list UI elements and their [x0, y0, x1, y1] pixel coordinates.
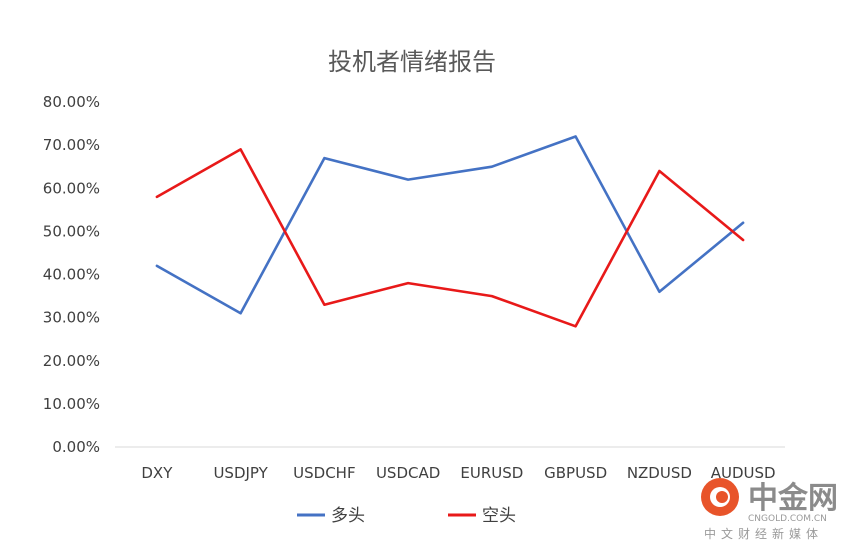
x-tick-label: DXY [141, 464, 173, 482]
x-tick-label: USDJPY [213, 464, 268, 482]
y-tick-label: 50.00% [43, 222, 100, 240]
x-tick-label: USDCAD [376, 464, 440, 482]
x-tick-label: USDCHF [293, 464, 355, 482]
watermark-slogan: 中文财经新媒体 [704, 526, 823, 541]
legend-label-long: 多头 [331, 506, 365, 526]
watermark-domain: CNGOLD.COM.CN [748, 514, 827, 524]
x-tick-label: NZDUSD [627, 464, 692, 482]
y-tick-label: 0.00% [52, 438, 100, 456]
legend-item-short: 空头 [448, 506, 516, 526]
watermark-brand: 中金网 [748, 481, 838, 516]
legend: 多头 空头 [297, 506, 516, 526]
y-tick-label: 40.00% [43, 266, 100, 284]
watermark: 中金网 CNGOLD.COM.CN 中文财经新媒体 [701, 478, 838, 541]
y-tick-label: 80.00% [43, 93, 100, 111]
cngold-logo-icon [701, 478, 739, 516]
legend-label-short: 空头 [482, 506, 516, 526]
x-tick-label: GBPUSD [544, 464, 607, 482]
y-tick-label: 70.00% [43, 136, 100, 154]
series-line-short [155, 148, 745, 328]
x-tick-label: AUDUSD [711, 464, 776, 482]
x-axis: DXY USDJPY USDCHF USDCAD EURUSD GBPUSD NZDUSD A… [141, 464, 775, 482]
series-line-long [155, 135, 745, 315]
y-tick-label: 20.00% [43, 352, 100, 370]
y-axis: 0.00% 10.00% 20.00% 30.00% 40.00% 50.00% 60.00… [43, 93, 100, 456]
y-tick-label: 10.00% [43, 395, 100, 413]
x-tick-label: EURUSD [460, 464, 523, 482]
legend-item-long: 多头 [297, 506, 365, 526]
plot-area [155, 135, 745, 328]
chart-title: 投机者情绪报告 [328, 48, 496, 76]
y-tick-label: 60.00% [43, 179, 100, 197]
y-tick-label: 30.00% [43, 309, 100, 327]
